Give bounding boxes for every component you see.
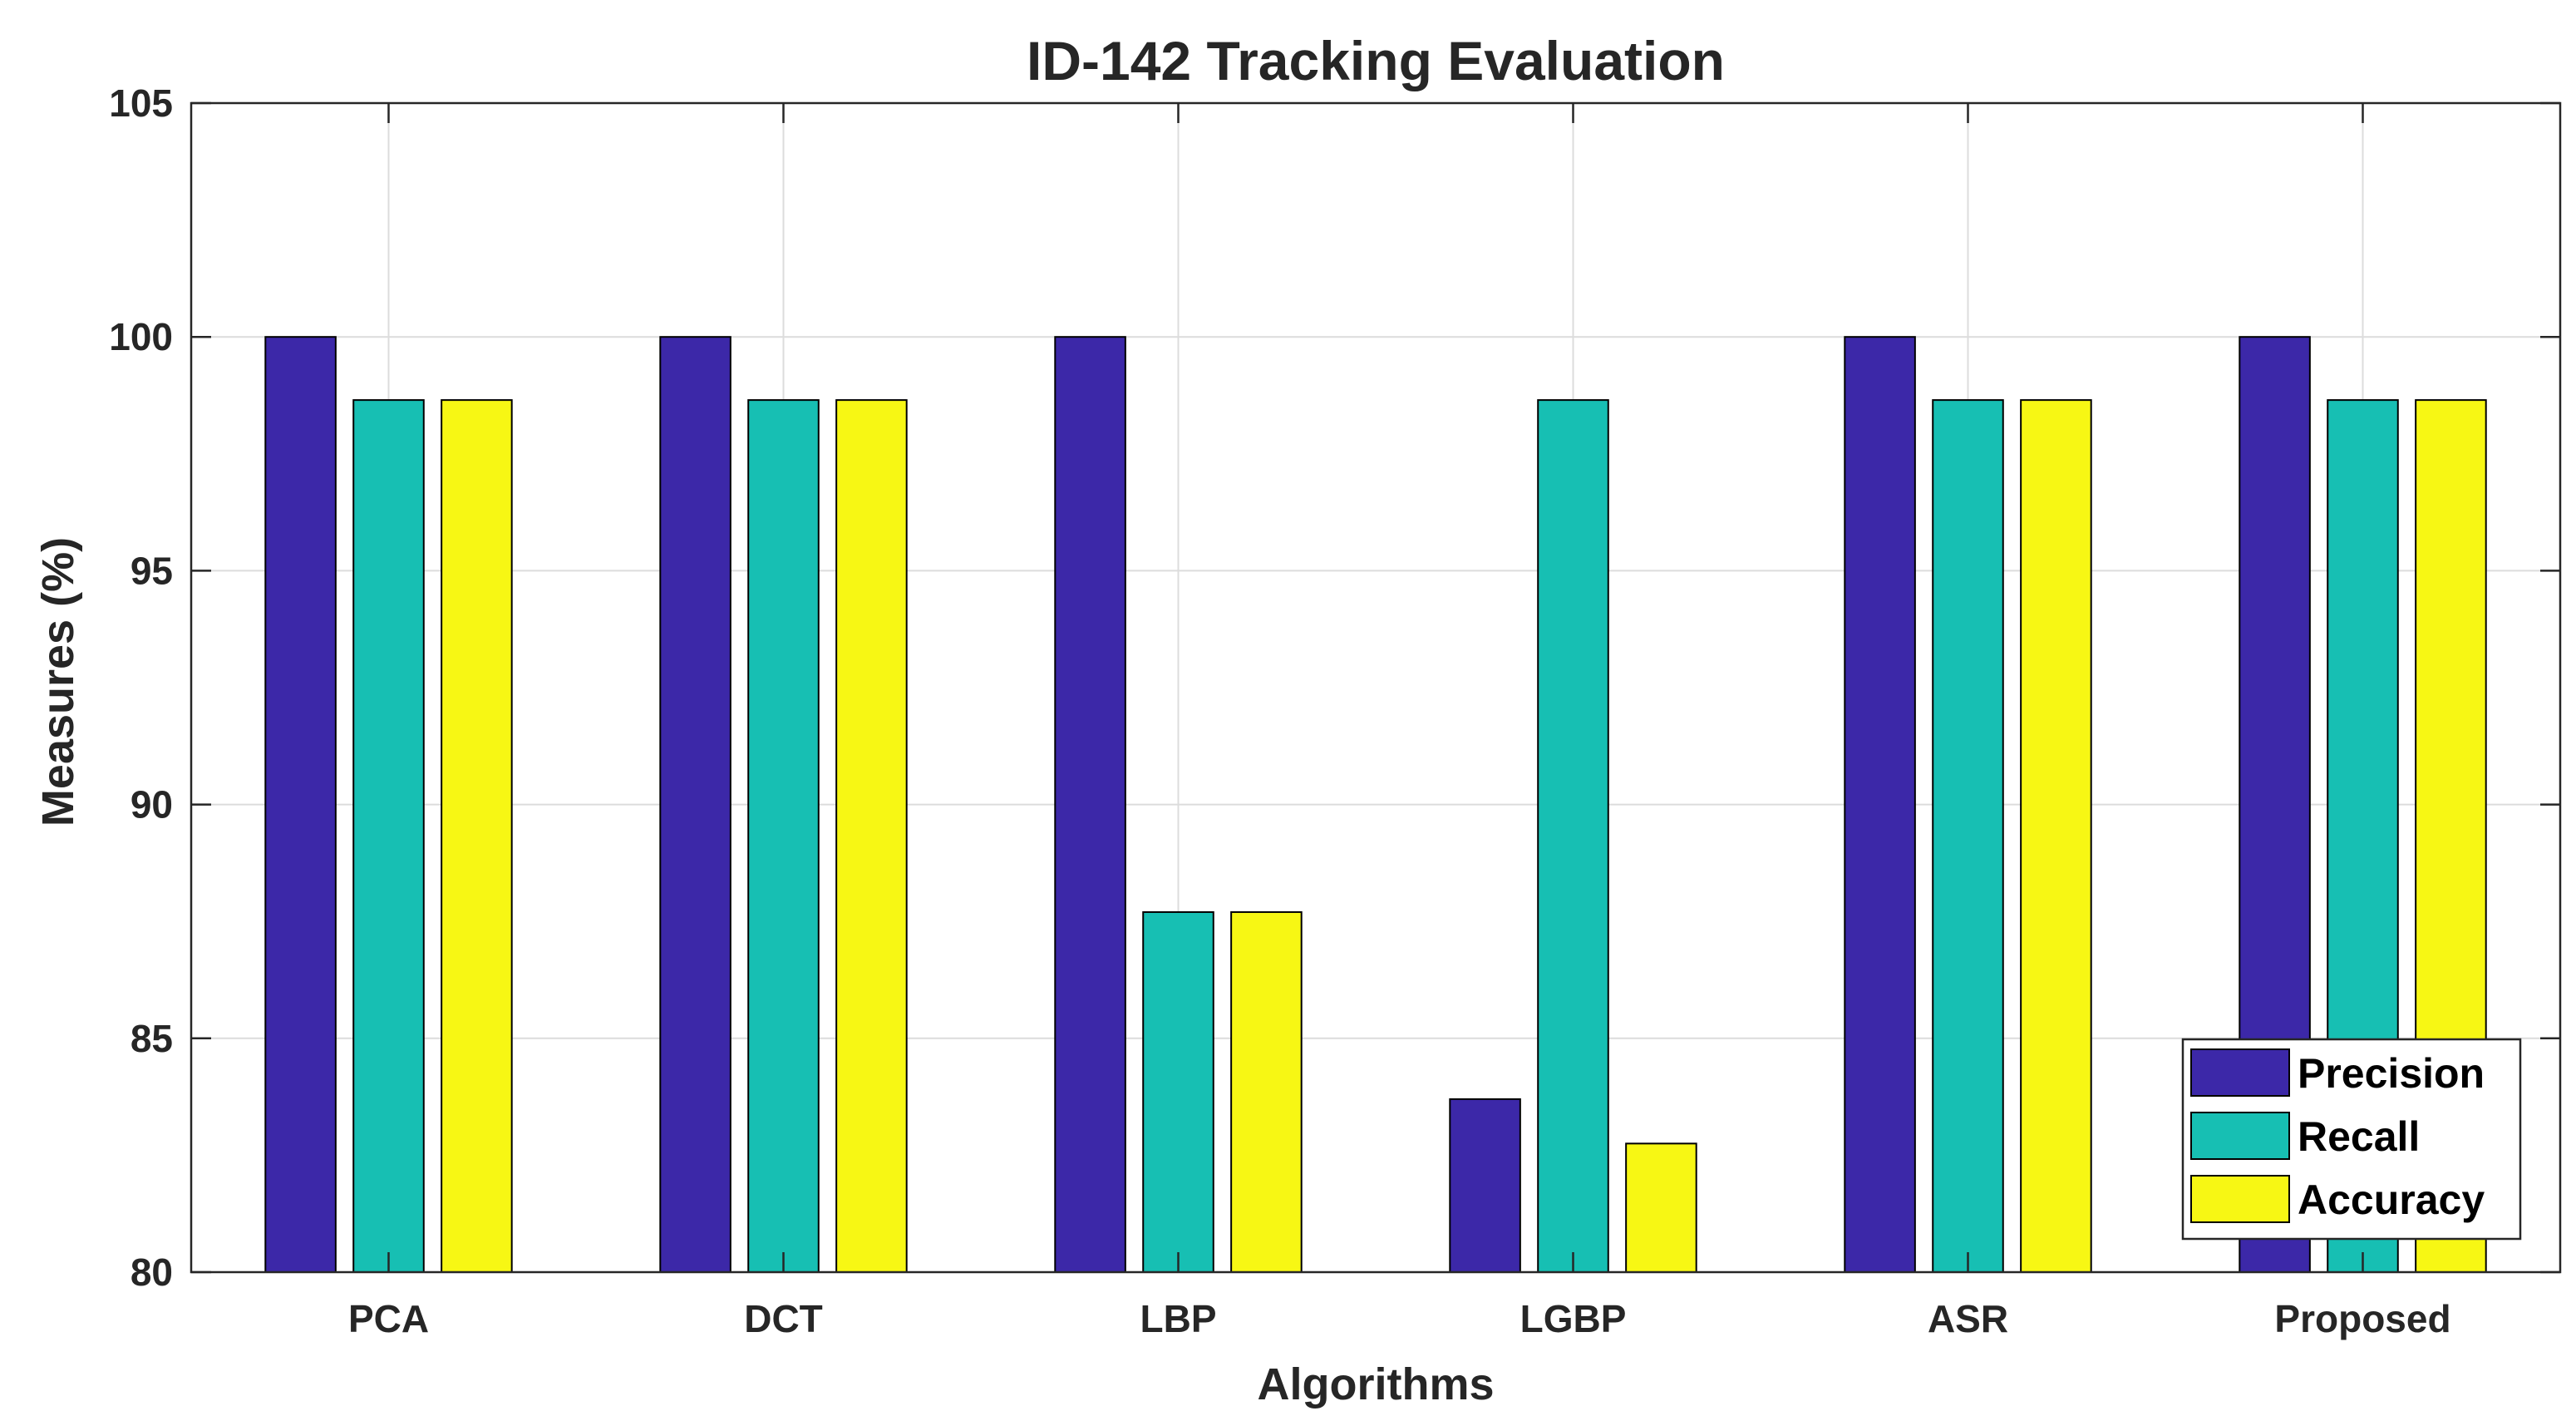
y-tick-label: 85 — [131, 1017, 173, 1060]
x-tick-label: DCT — [744, 1297, 823, 1340]
plot-area-frame — [190, 101, 2562, 1274]
x-axis-label: Algorithms — [1257, 1359, 1494, 1409]
bar-accuracy-asr — [2020, 399, 2092, 1273]
x-tick-label: Proposed — [2274, 1297, 2450, 1340]
legend-swatch-precision — [2190, 1048, 2290, 1097]
x-tick-label: LBP — [1140, 1297, 1217, 1340]
bar-recall-asr — [1932, 399, 2004, 1273]
bar-recall-lbp — [1142, 910, 1214, 1274]
legend-label-accuracy: Accuracy — [2298, 1177, 2485, 1223]
bar-precision-lgbp — [1449, 1098, 1521, 1273]
bar-precision-dct — [659, 336, 731, 1274]
bar-accuracy-lgbp — [1625, 1142, 1697, 1273]
legend-swatch-accuracy — [2190, 1175, 2290, 1223]
bar-recall-dct — [747, 399, 820, 1273]
legend: Precision Recall Accuracy — [2181, 1038, 2522, 1241]
legend-swatch-recall — [2190, 1112, 2290, 1160]
bar-accuracy-dct — [835, 399, 908, 1273]
x-tick-label: PCA — [348, 1297, 429, 1340]
y-axis-tick-labels: 80 85 90 95 100 105 — [109, 81, 173, 1294]
x-axis-tick-labels: PCA DCT LBP LGBP ASR Proposed — [348, 1297, 2451, 1340]
axis-ticks — [191, 101, 2560, 1274]
y-tick-label: 90 — [131, 783, 173, 826]
y-axis-label: Measures (%) — [33, 537, 83, 826]
legend-label-recall: Recall — [2298, 1113, 2420, 1160]
bar-recall-pca — [352, 399, 425, 1273]
x-tick-label: LGBP — [1520, 1297, 1627, 1340]
chart-title: ID-142 Tracking Evaluation — [1027, 30, 1725, 91]
y-tick-label: 80 — [131, 1251, 173, 1294]
bars — [264, 336, 2487, 1274]
bar-accuracy-pca — [441, 399, 513, 1273]
bar-precision-asr — [1844, 336, 1916, 1274]
y-tick-label: 95 — [131, 549, 173, 592]
legend-label-precision: Precision — [2298, 1050, 2485, 1097]
bar-precision-lbp — [1054, 336, 1126, 1274]
x-tick-label: ASR — [1928, 1297, 2008, 1340]
y-tick-label: 105 — [109, 81, 173, 125]
bar-precision-pca — [264, 336, 337, 1274]
y-tick-label: 100 — [109, 315, 173, 358]
bar-accuracy-lbp — [1230, 910, 1303, 1274]
bar-recall-lgbp — [1537, 399, 1609, 1273]
